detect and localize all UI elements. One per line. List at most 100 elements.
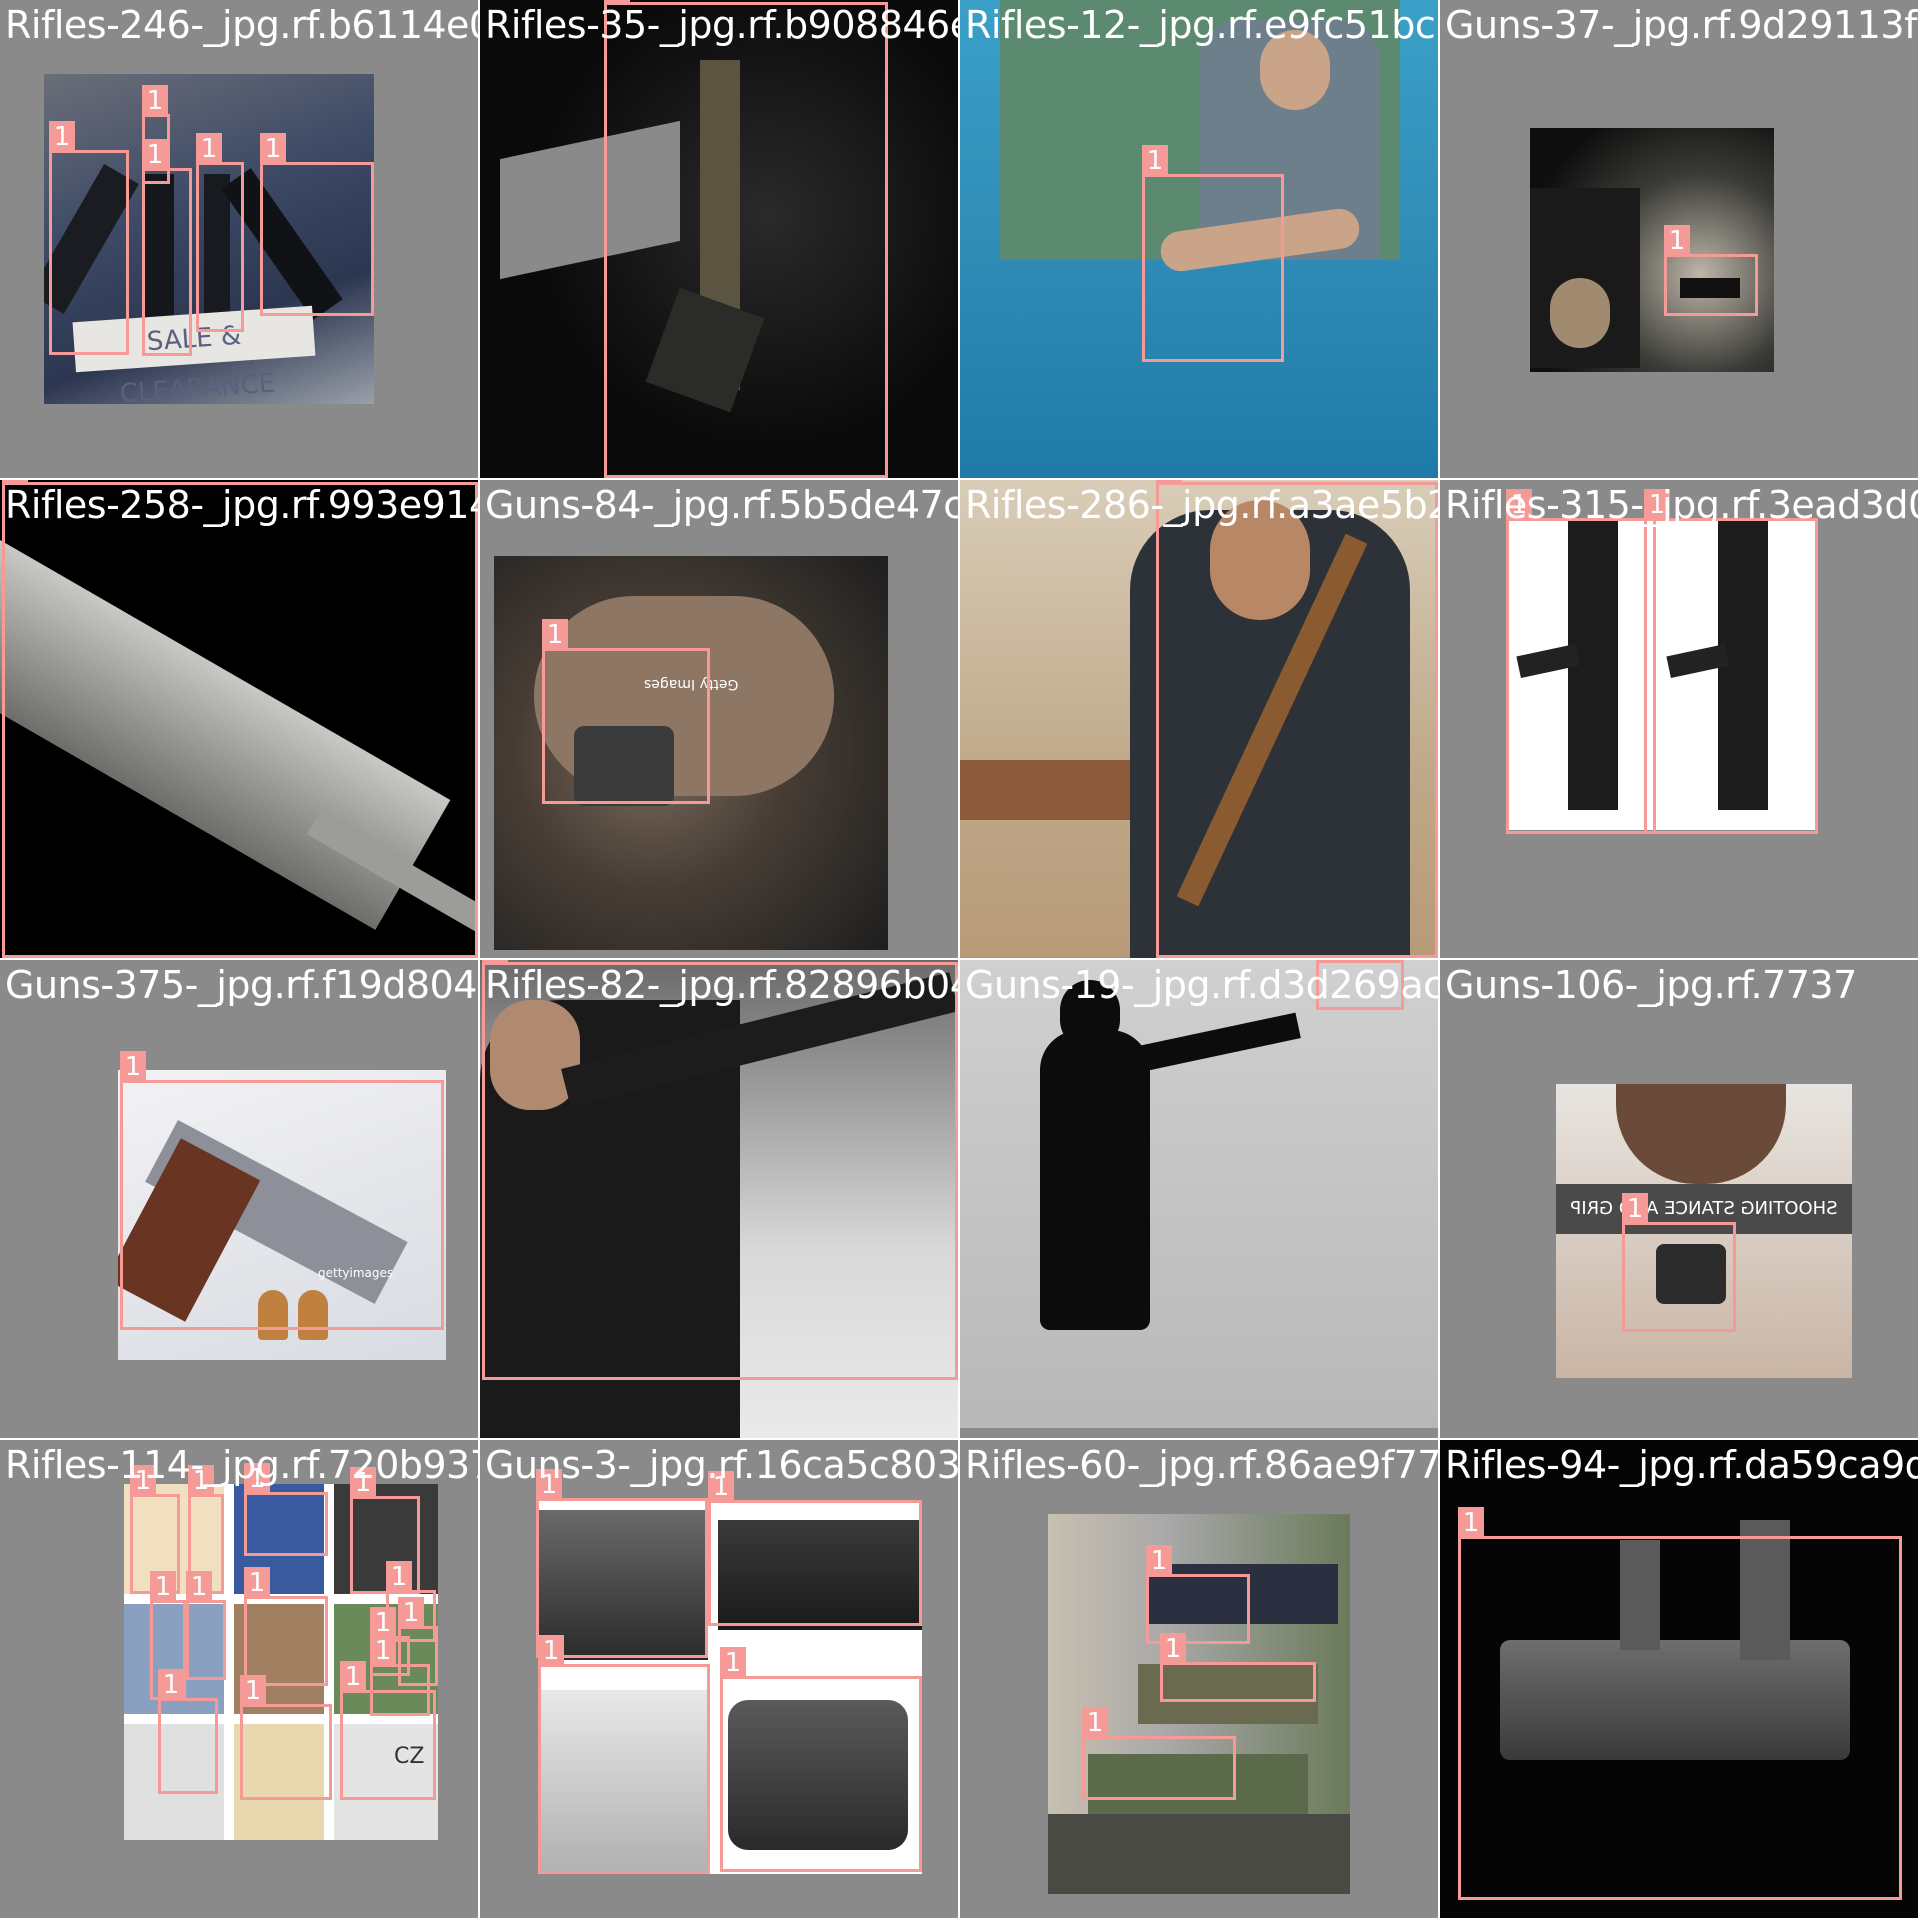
- box-label: 1: [1146, 1545, 1172, 1577]
- bounding-box: 1: [370, 1635, 430, 1716]
- box-label: 1: [386, 1561, 412, 1593]
- tile-caption: Guns-19-_jpg.rf.d3d269ac2c1128703c27e61: [965, 963, 1438, 1007]
- rifle-shape: [204, 174, 230, 334]
- bounding-box: 1: [1142, 145, 1284, 362]
- bounding-box: 1: [1458, 1507, 1902, 1900]
- bounding-box: 1: [604, 0, 888, 478]
- box-label: 1: [482, 960, 508, 965]
- bounding-box: 1: [244, 1567, 328, 1686]
- face-shape: [490, 1000, 580, 1110]
- face-shape: [1260, 30, 1330, 110]
- tile-photo: [960, 0, 1438, 478]
- tile-11: Guns-19-_jpg.rf.d3d269ac2c1128703c27e61 …: [960, 960, 1438, 1438]
- tile-5: Rifles-258-_jpg.rf.993e9146b1d03847baa5 …: [0, 480, 478, 958]
- box-label: 1: [1160, 1633, 1186, 1665]
- tile-photo: [960, 480, 1438, 958]
- bounding-box: 1: [1146, 1545, 1250, 1644]
- bounding-box: 1: [1156, 480, 1438, 958]
- bounding-box: 1: [1664, 225, 1758, 316]
- tile-photo: gettyimages: [118, 1070, 446, 1360]
- bounding-box: 1: [1506, 489, 1656, 834]
- box-label: 1: [1644, 489, 1670, 521]
- bounding-box: 1: [482, 960, 958, 1380]
- gun-shape: [1656, 1244, 1726, 1304]
- bounding-box: 1: [1316, 960, 1404, 1010]
- table-shape: [960, 760, 1160, 820]
- tile-caption: Rifles-258-_jpg.rf.993e9146b1d03847baa5: [5, 483, 478, 527]
- box-label: 1: [1316, 960, 1342, 963]
- box-label: 1: [1622, 1193, 1648, 1225]
- tile-caption: Rifles-315-_jpg.rf.3ead3d0ef: [1445, 483, 1918, 527]
- bounding-box: 1: [720, 1647, 922, 1872]
- box-label: 1: [2, 480, 28, 485]
- photo-cell: [334, 1724, 438, 1840]
- bounding-box: 1: [542, 619, 710, 804]
- box-label: 1: [196, 133, 222, 165]
- box-label: 1: [49, 121, 75, 153]
- person-shape: [1088, 1754, 1308, 1824]
- bounding-box: 1: [398, 1597, 438, 1686]
- bounding-box: 1: [196, 133, 244, 332]
- tile-caption: Rifles-60-_jpg.rf.86ae9f778: [965, 1443, 1438, 1487]
- tile-photo: [480, 960, 958, 1438]
- box-label: 1: [708, 1471, 734, 1503]
- box-label: 1: [542, 619, 568, 651]
- tile-caption: Guns-84-_jpg.rf.5b5de47c8355a0e16ecb9d: [485, 483, 958, 527]
- box-label: 1: [1142, 145, 1168, 177]
- box-label: 1: [398, 1597, 424, 1629]
- tile-16: Rifles-94-_jpg.rf.da59ca9d1 1: [1440, 1440, 1918, 1918]
- bounding-box: 1: [350, 1467, 420, 1594]
- bounding-box: 1: [538, 1635, 710, 1874]
- head-shape: [1616, 1084, 1786, 1184]
- box-label: 1: [130, 1465, 156, 1497]
- tile-8: Rifles-315-_jpg.rf.3ead3d0ef 1 1: [1440, 480, 1918, 958]
- tile-photo: [1508, 520, 1818, 830]
- tile-10: Rifles-82-_jpg.rf.82896b0457753532 1: [480, 960, 958, 1438]
- box-label: 1: [244, 1567, 270, 1599]
- box-label: 1: [538, 1635, 564, 1667]
- photo-cell: [124, 1724, 224, 1840]
- box-label: 1: [720, 1647, 746, 1679]
- tile-caption: Rifles-35-_jpg.rf.b908846ebd009c28e627: [485, 3, 958, 47]
- tile-photo: [960, 960, 1438, 1428]
- bounding-box: 1: [260, 133, 374, 316]
- tile-13: CZ Rifles-114-_jpg.rf.720b937f428c3f26 1…: [0, 1440, 478, 1918]
- tile-photo: [1440, 1440, 1918, 1918]
- box-label: 1: [350, 1467, 376, 1499]
- face-shape: [1550, 278, 1610, 348]
- bounding-box: 1: [536, 1469, 708, 1658]
- revolver-shape: [538, 1690, 708, 1874]
- box-label: 1: [1458, 1507, 1484, 1539]
- tile-7: Rifles-286-_jpg.rf.a3ae5b20d46f72a331b8 …: [960, 480, 1438, 958]
- revolver-shape: [538, 1510, 708, 1660]
- bounding-box: 1: [2, 480, 478, 958]
- bounding-box: 1: [49, 121, 129, 355]
- tile-photo: [0, 480, 478, 958]
- bounding-box: 1: [130, 1465, 180, 1594]
- box-label: 1: [150, 1571, 176, 1603]
- rifle-body-shape: [1500, 1640, 1850, 1760]
- tile-15: Rifles-60-_jpg.rf.86ae9f778 1 1 1: [960, 1440, 1438, 1918]
- bounding-box: 1: [708, 1471, 922, 1626]
- bounding-box: 1: [120, 1051, 444, 1330]
- gun-shape: [574, 726, 674, 806]
- bounding-box: 1: [1644, 489, 1818, 834]
- bounding-box: 1: [142, 139, 192, 356]
- gun-shape: [1680, 278, 1740, 298]
- tile-9: gettyimages Guns-375-_jpg.rf.f19d804716a…: [0, 960, 478, 1438]
- bounding-box: 1: [1160, 1633, 1316, 1702]
- tile-6: Getty Images Guns-84-_jpg.rf.5b5de47c835…: [480, 480, 958, 958]
- box-label: 1: [120, 1051, 146, 1083]
- bullet-shape: [258, 1290, 288, 1340]
- box-label: 1: [340, 1661, 366, 1693]
- tile-2: Rifles-35-_jpg.rf.b908846ebd009c28e627 1: [480, 0, 958, 478]
- ground-shape: [1048, 1814, 1350, 1894]
- box-label: 1: [536, 1469, 562, 1501]
- tile-caption: Guns-3-_jpg.rf.16ca5c803d45fbaf69780: [485, 1443, 958, 1487]
- bounding-box: 1: [240, 1675, 332, 1800]
- box-label: 1: [1506, 489, 1532, 521]
- box-label: 1: [1156, 480, 1182, 485]
- silhouette-head: [1060, 980, 1120, 1050]
- tile-3: Rifles-12-_jpg.rf.e9fc51bc2a10738397c658…: [960, 0, 1438, 478]
- bounding-box: 1: [386, 1561, 436, 1642]
